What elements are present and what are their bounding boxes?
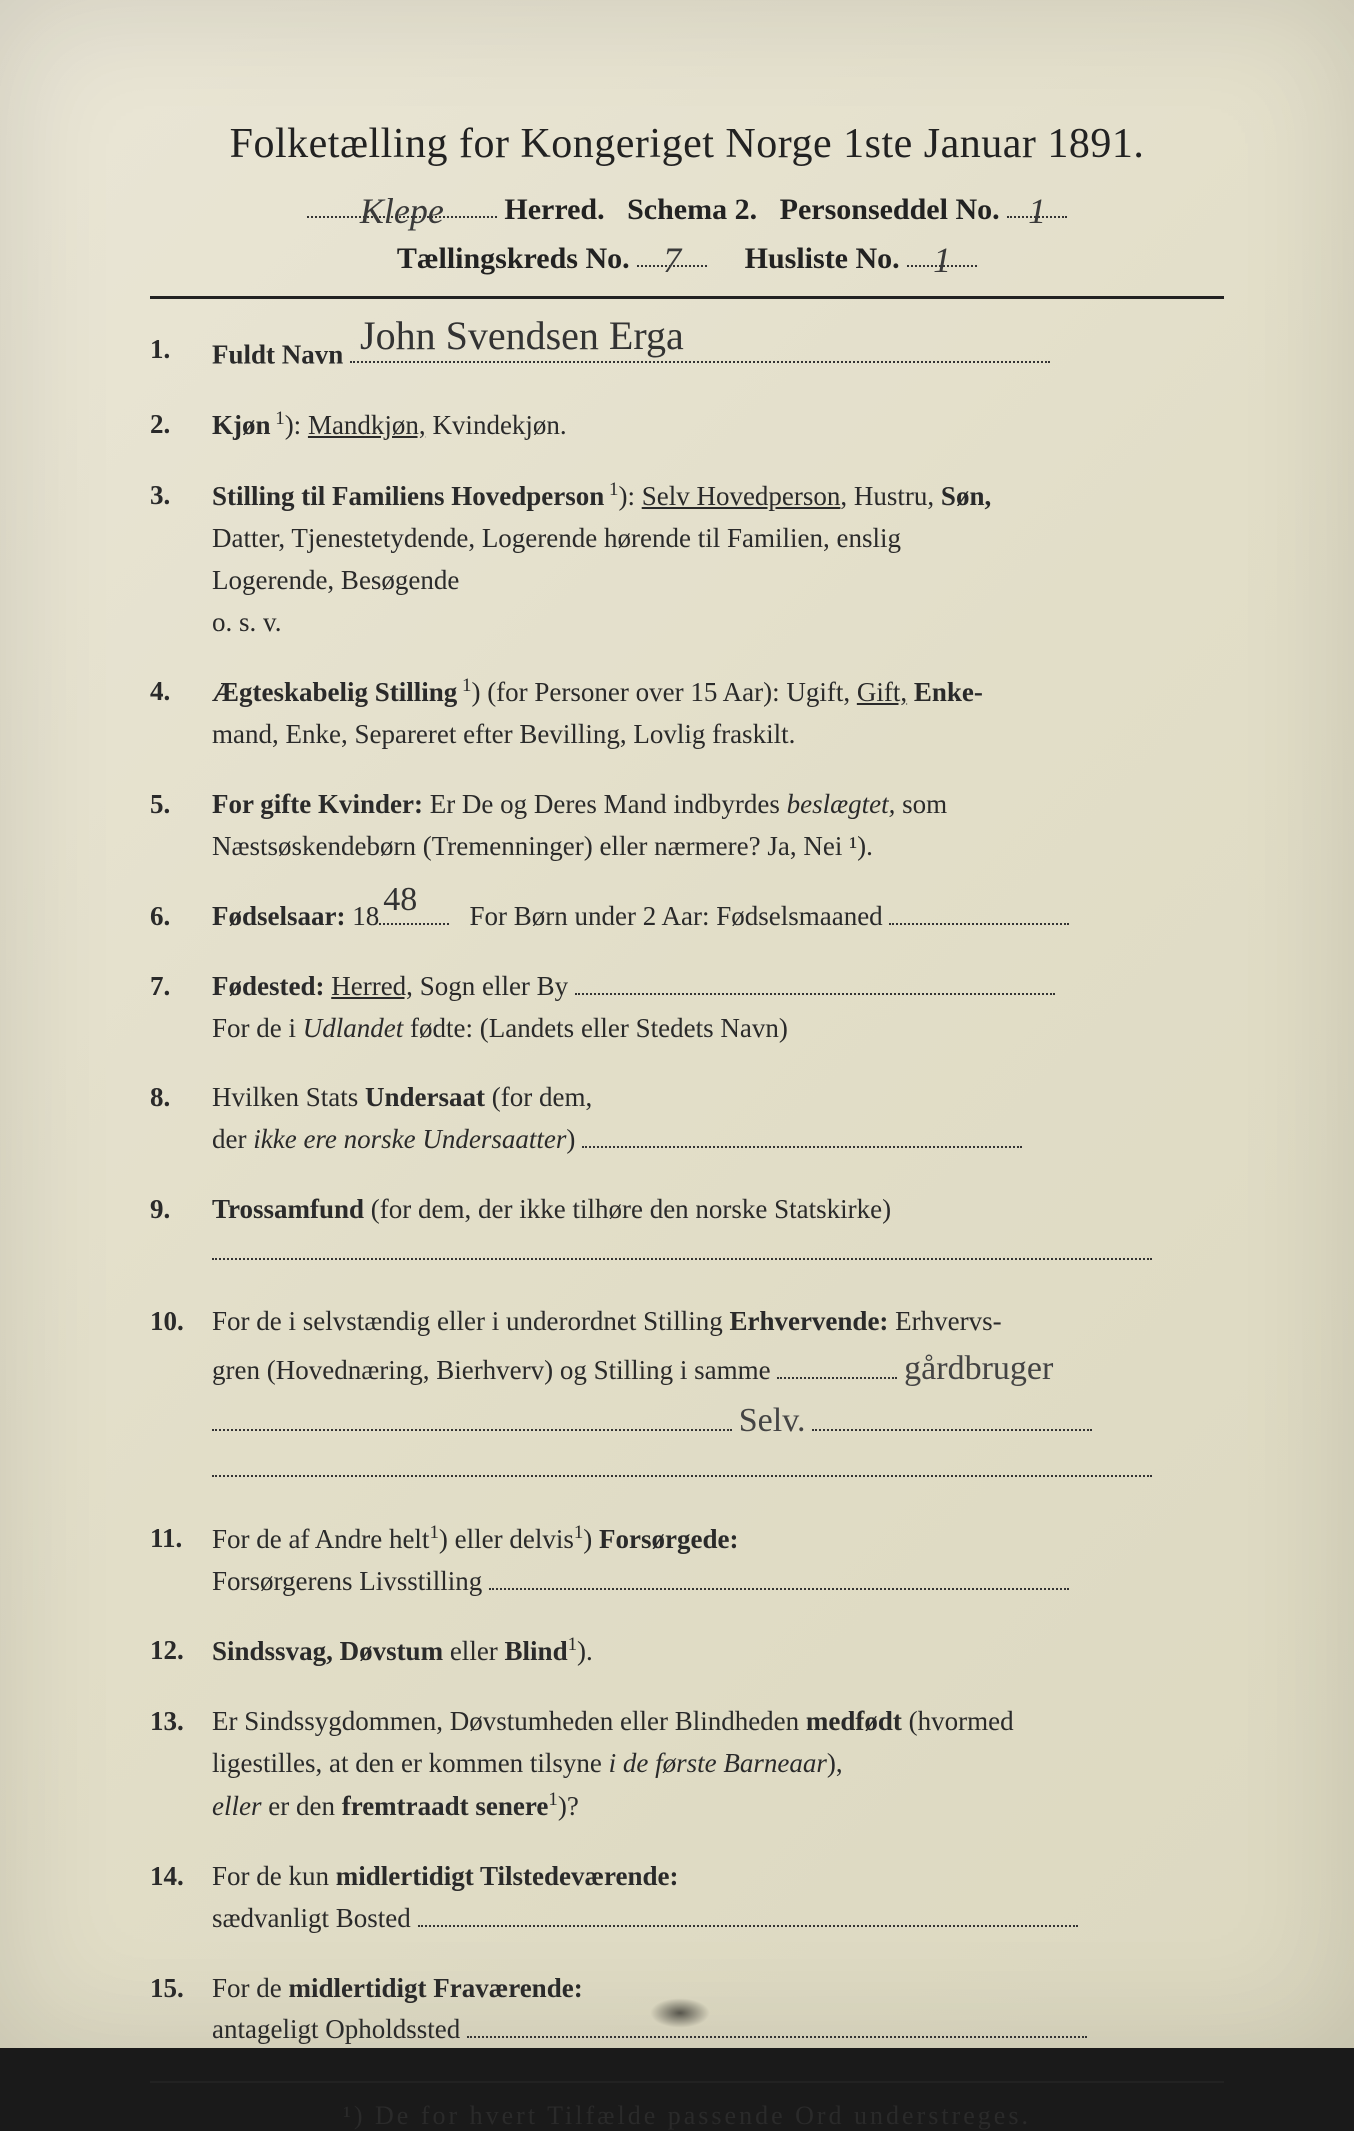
husliste-label: Husliste No. <box>745 242 900 275</box>
field-list: 1. Fuldt Navn John Svendsen Erga 2. Kjøn… <box>150 329 1224 2051</box>
census-form-page: Folketælling for Kongeriget Norge 1ste J… <box>0 0 1354 2048</box>
kreds-field: 7 <box>637 235 707 267</box>
herred-field: Klepe <box>307 186 497 218</box>
personseddel-value: 1 <box>1028 191 1046 231</box>
field-1-label: Fuldt Navn <box>212 339 343 369</box>
field-5: 5. For gifte Kvinder: Er De og Deres Man… <box>150 784 1224 868</box>
field-8: 8. Hvilken Stats Undersaat (for dem, der… <box>150 1077 1224 1161</box>
fodested-value: Herred, <box>331 971 413 1001</box>
field-2-label: Kjøn <box>212 410 271 440</box>
field-1: 1. Fuldt Navn John Svendsen Erga <box>150 329 1224 376</box>
personseddel-field: 1 <box>1007 186 1067 218</box>
field-6: 6. Fødselsaar: 1848 For Børn under 2 Aar… <box>150 896 1224 938</box>
kreds-label: Tællingskreds No. <box>397 242 630 275</box>
header-line-1: Klepe Herred. Schema 2. Personseddel No.… <box>150 186 1224 227</box>
personseddel-label: Personseddel No. <box>780 193 1000 226</box>
page-smudge <box>650 1998 710 2028</box>
field-6-label: Fødselsaar: <box>212 901 345 931</box>
gift: Gift, <box>857 677 907 707</box>
field-13: 13. Er Sindssygdommen, Døvstumheden elle… <box>150 1701 1224 1828</box>
herred-value: Klepe <box>360 191 444 231</box>
footnote: ¹) De for hvert Tilfælde passende Ord un… <box>150 2101 1224 2131</box>
field-4-label: Ægteskabelig Stilling <box>212 677 457 707</box>
header-line-2: Tællingskreds No. 7 Husliste No. 1 <box>150 235 1224 276</box>
footnote-divider <box>150 2081 1224 2083</box>
form-title: Folketælling for Kongeriget Norge 1ste J… <box>150 120 1224 168</box>
field-9-label: Trossamfund <box>212 1194 364 1224</box>
field-11: 11. For de af Andre helt1) eller delvis1… <box>150 1518 1224 1603</box>
name-value: John Svendsen Erga <box>360 305 684 367</box>
field-9: 9. Trossamfund (for dem, der ikke tilhør… <box>150 1189 1224 1273</box>
field-7-label: Fødested: <box>212 971 324 1001</box>
field-2: 2. Kjøn 1): Mandkjøn, Kvindekjøn. <box>150 404 1224 447</box>
occupation-value: gårdbruger <box>904 1350 1053 1387</box>
herred-label: Herred. <box>504 193 604 226</box>
schema-label: Schema 2. <box>627 193 757 226</box>
name-field: John Svendsen Erga <box>350 329 1050 363</box>
mandkjon: Mandkjøn, <box>308 410 426 440</box>
field-3: 3. Stilling til Familiens Hovedperson 1)… <box>150 475 1224 643</box>
husliste-value: 1 <box>933 240 951 280</box>
year-field: 48 <box>379 896 449 925</box>
field-10: 10. For de i selvstændig eller i underor… <box>150 1301 1224 1490</box>
husliste-field: 1 <box>907 235 977 267</box>
kreds-value: 7 <box>663 240 681 280</box>
field-14: 14. For de kun midlertidigt Tilstedevære… <box>150 1856 1224 1940</box>
field-4: 4. Ægteskabelig Stilling 1) (for Persone… <box>150 671 1224 756</box>
divider <box>150 296 1224 299</box>
field-12: 12. Sindssvag, Døvstum eller Blind1). <box>150 1630 1224 1673</box>
field-7: 7. Fødested: Herred, Sogn eller By For d… <box>150 966 1224 1050</box>
selv-hovedperson: Selv Hovedperson <box>642 481 841 511</box>
field-3-label: Stilling til Familiens Hovedperson <box>212 481 604 511</box>
occupation2-value: Selv. <box>739 1402 806 1439</box>
field-5-label: For gifte Kvinder: <box>212 789 423 819</box>
year-value: 48 <box>383 874 417 927</box>
